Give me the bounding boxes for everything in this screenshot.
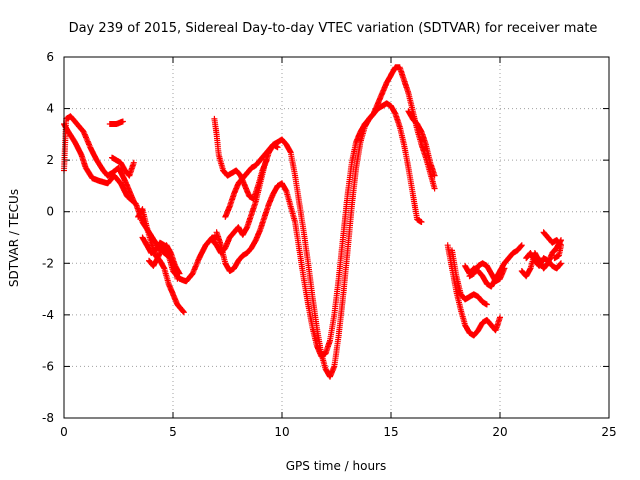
series-arc-11: [222, 141, 281, 220]
series-arc-9: [213, 100, 425, 360]
data-series: [61, 64, 564, 380]
series-markers: [466, 260, 508, 285]
x-axis-ticks: 0 5 10 15 20 25: [60, 57, 617, 439]
series-markers: [213, 100, 425, 360]
series-arc-8: [209, 64, 438, 380]
series-markers: [462, 242, 525, 290]
series-arc-19: [540, 229, 564, 262]
x-tick-label: 0: [60, 425, 68, 439]
y-tick-label: 2: [46, 153, 54, 167]
series-markers: [139, 234, 220, 285]
series-markers: [405, 108, 438, 179]
series-markers: [209, 64, 438, 380]
series-arc-18: [523, 250, 564, 272]
y-tick-label: 6: [46, 50, 54, 64]
series-arc-16: [466, 260, 508, 285]
series-arc-15: [462, 242, 525, 290]
y-tick-label: -6: [42, 359, 54, 373]
x-tick-label: 5: [169, 425, 177, 439]
x-tick-label: 25: [601, 425, 616, 439]
x-tick-label: 20: [492, 425, 507, 439]
series-markers: [540, 229, 564, 262]
series-markers: [222, 141, 281, 220]
series-arc-12: [405, 108, 438, 179]
series-arc-14: [449, 247, 490, 308]
series-arc-2: [61, 121, 181, 282]
series-markers: [523, 250, 564, 272]
x-tick-label: 15: [383, 425, 398, 439]
x-tick-label: 10: [274, 425, 289, 439]
series-arc-3: [106, 118, 126, 127]
series-markers: [449, 247, 490, 308]
series-arc-4: [109, 154, 137, 179]
plot-frame: [63, 56, 610, 419]
series-markers: [61, 121, 181, 282]
chart-title: Day 239 of 2015, Sidereal Day-to-day VTE…: [69, 21, 598, 36]
series-markers: [106, 118, 126, 127]
y-tick-label: 0: [46, 205, 54, 219]
y-tick-label: -4: [42, 308, 54, 322]
y-tick-label: -2: [42, 256, 54, 270]
y-axis-label: SDTVAR / TECUs: [7, 189, 21, 287]
series-markers: [146, 242, 183, 277]
y-tick-label: -8: [42, 411, 54, 425]
y-tick-label: 4: [46, 102, 54, 116]
series-arc-7: [146, 242, 183, 277]
series-markers: [109, 154, 137, 179]
series-arc-6: [139, 234, 220, 285]
x-axis-label: GPS time / hours: [286, 459, 387, 473]
